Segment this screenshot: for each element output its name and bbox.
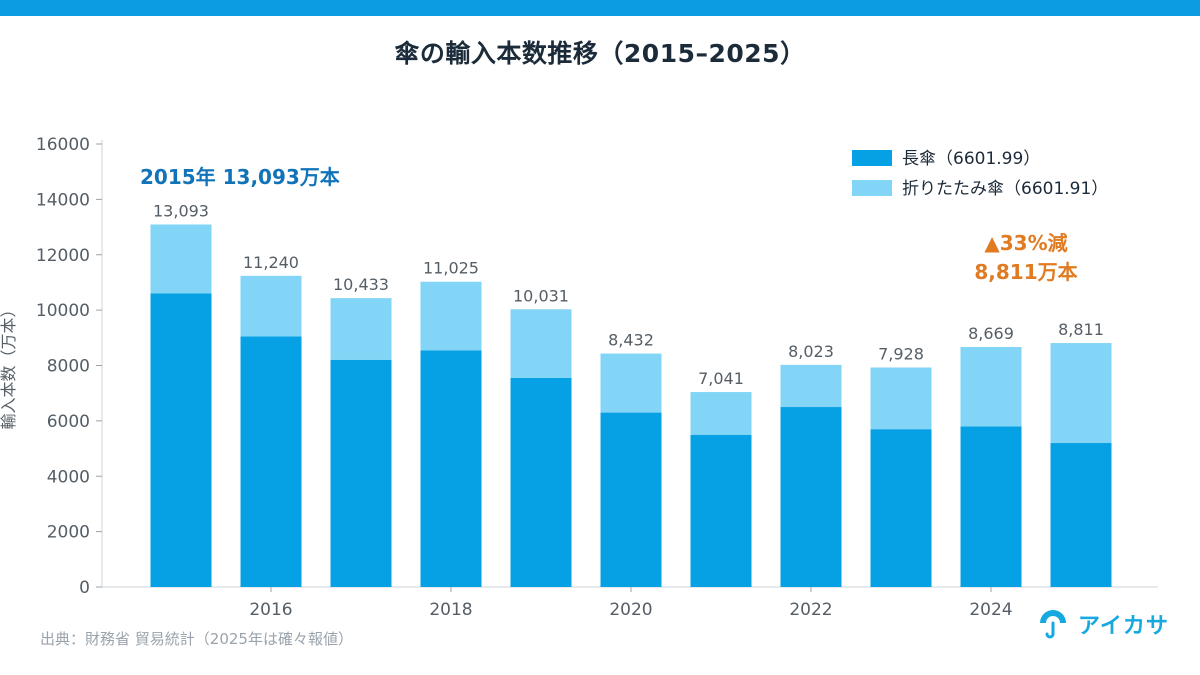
y-axis-label: 輸入本数（万本） — [0, 301, 18, 429]
bar-long-umbrella — [600, 412, 662, 587]
bar-folding-umbrella — [600, 353, 662, 413]
bar-folding-umbrella — [690, 392, 752, 435]
y-tick-label: 0 — [79, 578, 90, 598]
bar-long-umbrella — [780, 407, 842, 587]
bar-total-label: 7,041 — [698, 369, 744, 388]
bar-long-umbrella — [150, 293, 212, 587]
umbrella-logo-icon — [1040, 610, 1066, 639]
annotation-2015: 2015年 13,093万本 — [140, 165, 340, 189]
legend-label: 長傘（6601.99） — [902, 149, 1040, 169]
y-tick-label: 4000 — [47, 467, 90, 487]
x-tick-label: 2020 — [609, 600, 652, 620]
y-tick-label: 2000 — [47, 523, 90, 543]
aikasa-logo: アイカサ — [1036, 604, 1169, 644]
bar-folding-umbrella — [330, 298, 392, 360]
x-tick-label: 2022 — [789, 600, 832, 620]
top-accent-bar — [0, 0, 1200, 16]
annotation-decrease: ▲33%減 — [984, 231, 1067, 255]
y-tick-label: 6000 — [47, 412, 90, 432]
y-tick-label: 10000 — [36, 301, 90, 321]
bar-folding-umbrella — [1050, 343, 1112, 444]
bar-total-label: 8,669 — [968, 324, 1014, 343]
bar-folding-umbrella — [870, 367, 932, 430]
legend-swatch — [852, 150, 892, 166]
annotation-2025-total: 8,811万本 — [974, 260, 1077, 284]
bar-total-label: 11,025 — [423, 259, 479, 278]
legend-swatch — [852, 180, 892, 196]
logo-text: アイカサ — [1078, 614, 1169, 639]
y-tick-label: 8000 — [47, 357, 90, 377]
bar-total-label: 7,928 — [878, 344, 924, 363]
bar-total-label: 10,031 — [513, 286, 569, 305]
y-tick-label: 16000 — [36, 135, 90, 155]
chart-title: 傘の輸入本数推移（2015–2025） — [394, 39, 806, 68]
bar-folding-umbrella — [780, 364, 842, 408]
bar-long-umbrella — [510, 377, 572, 587]
bar-total-label: 13,093 — [153, 201, 209, 220]
bar-long-umbrella — [240, 336, 302, 587]
source-note: 出典：財務省 貿易統計（2025年は確々報値） — [40, 630, 353, 648]
x-tick-label: 2016 — [249, 600, 292, 620]
bar-total-label: 11,240 — [243, 253, 299, 272]
y-tick-label: 12000 — [36, 246, 90, 266]
bar-total-label: 8,023 — [788, 342, 834, 361]
bar-long-umbrella — [960, 426, 1022, 587]
bar-folding-umbrella — [420, 281, 482, 351]
bar-long-umbrella — [1050, 443, 1112, 587]
bar-long-umbrella — [690, 434, 752, 587]
bar-total-label: 8,811 — [1058, 320, 1104, 339]
bar-long-umbrella — [420, 350, 482, 587]
bar-folding-umbrella — [150, 224, 212, 294]
bar-folding-umbrella — [510, 309, 572, 378]
x-tick-label: 2018 — [429, 600, 472, 620]
bar-long-umbrella — [870, 429, 932, 587]
bar-total-label: 10,433 — [333, 275, 389, 294]
bar-folding-umbrella — [240, 275, 302, 337]
bar-folding-umbrella — [960, 346, 1022, 427]
bar-long-umbrella — [330, 359, 392, 587]
bar-total-label: 8,432 — [608, 331, 654, 350]
y-tick-label: 14000 — [36, 190, 90, 210]
x-tick-label: 2024 — [969, 600, 1012, 620]
legend-label: 折りたたみ傘（6601.91） — [902, 179, 1108, 199]
